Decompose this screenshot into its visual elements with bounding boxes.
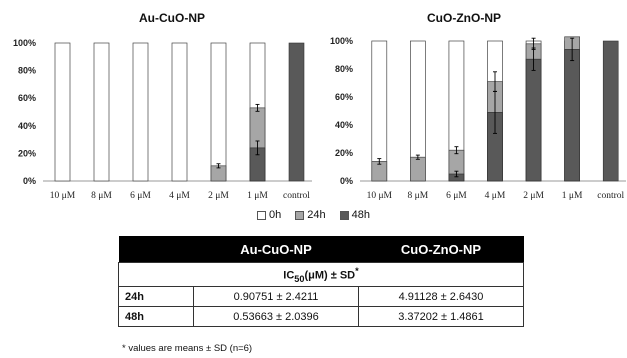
table-header-au: Au-CuO-NP	[193, 236, 359, 263]
ic-superscript: *	[355, 265, 359, 276]
legend-item-24h: 24h	[295, 207, 326, 223]
table-subheader-row: IC50(μM) ± SD*	[118, 262, 524, 287]
legend-swatch-48h	[339, 210, 349, 220]
x-tick-label: 1 μM	[247, 191, 268, 200]
y-tick-label: 100%	[13, 38, 36, 48]
table-header-blank	[118, 236, 194, 263]
x-tick-label: 8 μM	[91, 191, 112, 200]
table-header-cuzn: CuO-ZnO-NP	[358, 236, 524, 263]
chart-title-au-cuo: Au-CuO-NP	[139, 11, 205, 25]
x-tick-label: 10 μM	[367, 191, 393, 200]
ic-text: IC	[283, 269, 295, 282]
x-tick-label: 2 μM	[523, 191, 544, 200]
row-label: 48h	[118, 306, 194, 327]
charts-area: Au-CuO-NP 0% 20% 40% 60% 80% 100% 10 μM 8 μM 6 μM…	[13, 11, 626, 200]
x-tick-label: control	[283, 191, 310, 200]
bar-0h	[93, 42, 110, 182]
legend-swatch-0h	[257, 210, 267, 220]
legend-item-48h: 48h	[339, 207, 370, 223]
cuzn-value: 4.91128 ± 2.6430	[358, 286, 524, 307]
y-tick-label: 40%	[18, 121, 36, 131]
table-row: 24h 0.90751 ± 2.4211 4.91128 ± 2.6430	[118, 286, 524, 307]
chart-title-cuo-zno: CuO-ZnO-NP	[427, 11, 501, 25]
y-tick-label: 0%	[23, 176, 36, 186]
legend-label-0h: 0h	[269, 209, 282, 221]
x-tick-label: 4 μM	[169, 191, 190, 200]
table-subheader: IC50(μM) ± SD*	[118, 262, 524, 287]
legend: 0h 24h 48h	[0, 207, 627, 223]
ic-subscript: 50	[294, 273, 305, 284]
table-row: 48h 0.53663 ± 2.0396 3.37202 ± 1.4861	[118, 306, 524, 327]
legend-label-24h: 24h	[307, 209, 326, 221]
ic-unit-text: (μM) ± SD	[304, 269, 356, 282]
au-value: 0.90751 ± 2.4211	[193, 286, 359, 307]
legend-item-0h: 0h	[257, 207, 281, 223]
x-tick-label: 1 μM	[562, 191, 583, 200]
legend-label-48h: 48h	[351, 209, 370, 221]
y-tick-label: 100%	[330, 36, 353, 46]
cuzn-value: 3.37202 ± 1.4861	[358, 306, 524, 327]
ic50-table: Au-CuO-NP CuO-ZnO-NP IC50(μM) ± SD* 24h …	[118, 236, 524, 327]
bar-0h	[54, 42, 71, 182]
y-tick-label: 60%	[18, 93, 36, 103]
x-tick-label: 10 μM	[50, 191, 76, 200]
y-tick-label: 40%	[335, 120, 353, 130]
bar-0h	[210, 42, 227, 182]
bar-48h	[288, 42, 305, 182]
x-tick-label: 8 μM	[408, 191, 429, 200]
bar-0h	[171, 42, 188, 182]
footnote: * values are means ± SD (n=6)	[122, 343, 253, 354]
x-tick-label: 2 μM	[208, 191, 229, 200]
au-value: 0.53663 ± 2.0396	[193, 306, 359, 327]
x-tick-label: control	[597, 191, 624, 200]
bar-24h	[410, 156, 426, 182]
y-tick-label: 60%	[335, 92, 353, 102]
y-tick-label: 80%	[335, 64, 353, 74]
row-label: 24h	[118, 286, 194, 307]
y-tick-label: 20%	[18, 148, 36, 158]
bar-48h	[525, 58, 542, 182]
y-tick-label: 20%	[335, 148, 353, 158]
y-tick-label: 80%	[18, 66, 36, 76]
table-header-row: Au-CuO-NP CuO-ZnO-NP	[118, 236, 524, 263]
x-tick-label: 6 μM	[130, 191, 151, 200]
legend-swatch-24h	[295, 210, 305, 220]
x-tick-label: 6 μM	[446, 191, 467, 200]
y-tick-label: 0%	[340, 176, 353, 186]
x-tick-label: 4 μM	[485, 191, 506, 200]
bar-0h	[132, 42, 149, 182]
bar-48h	[564, 49, 580, 182]
bar-48h	[602, 40, 619, 182]
